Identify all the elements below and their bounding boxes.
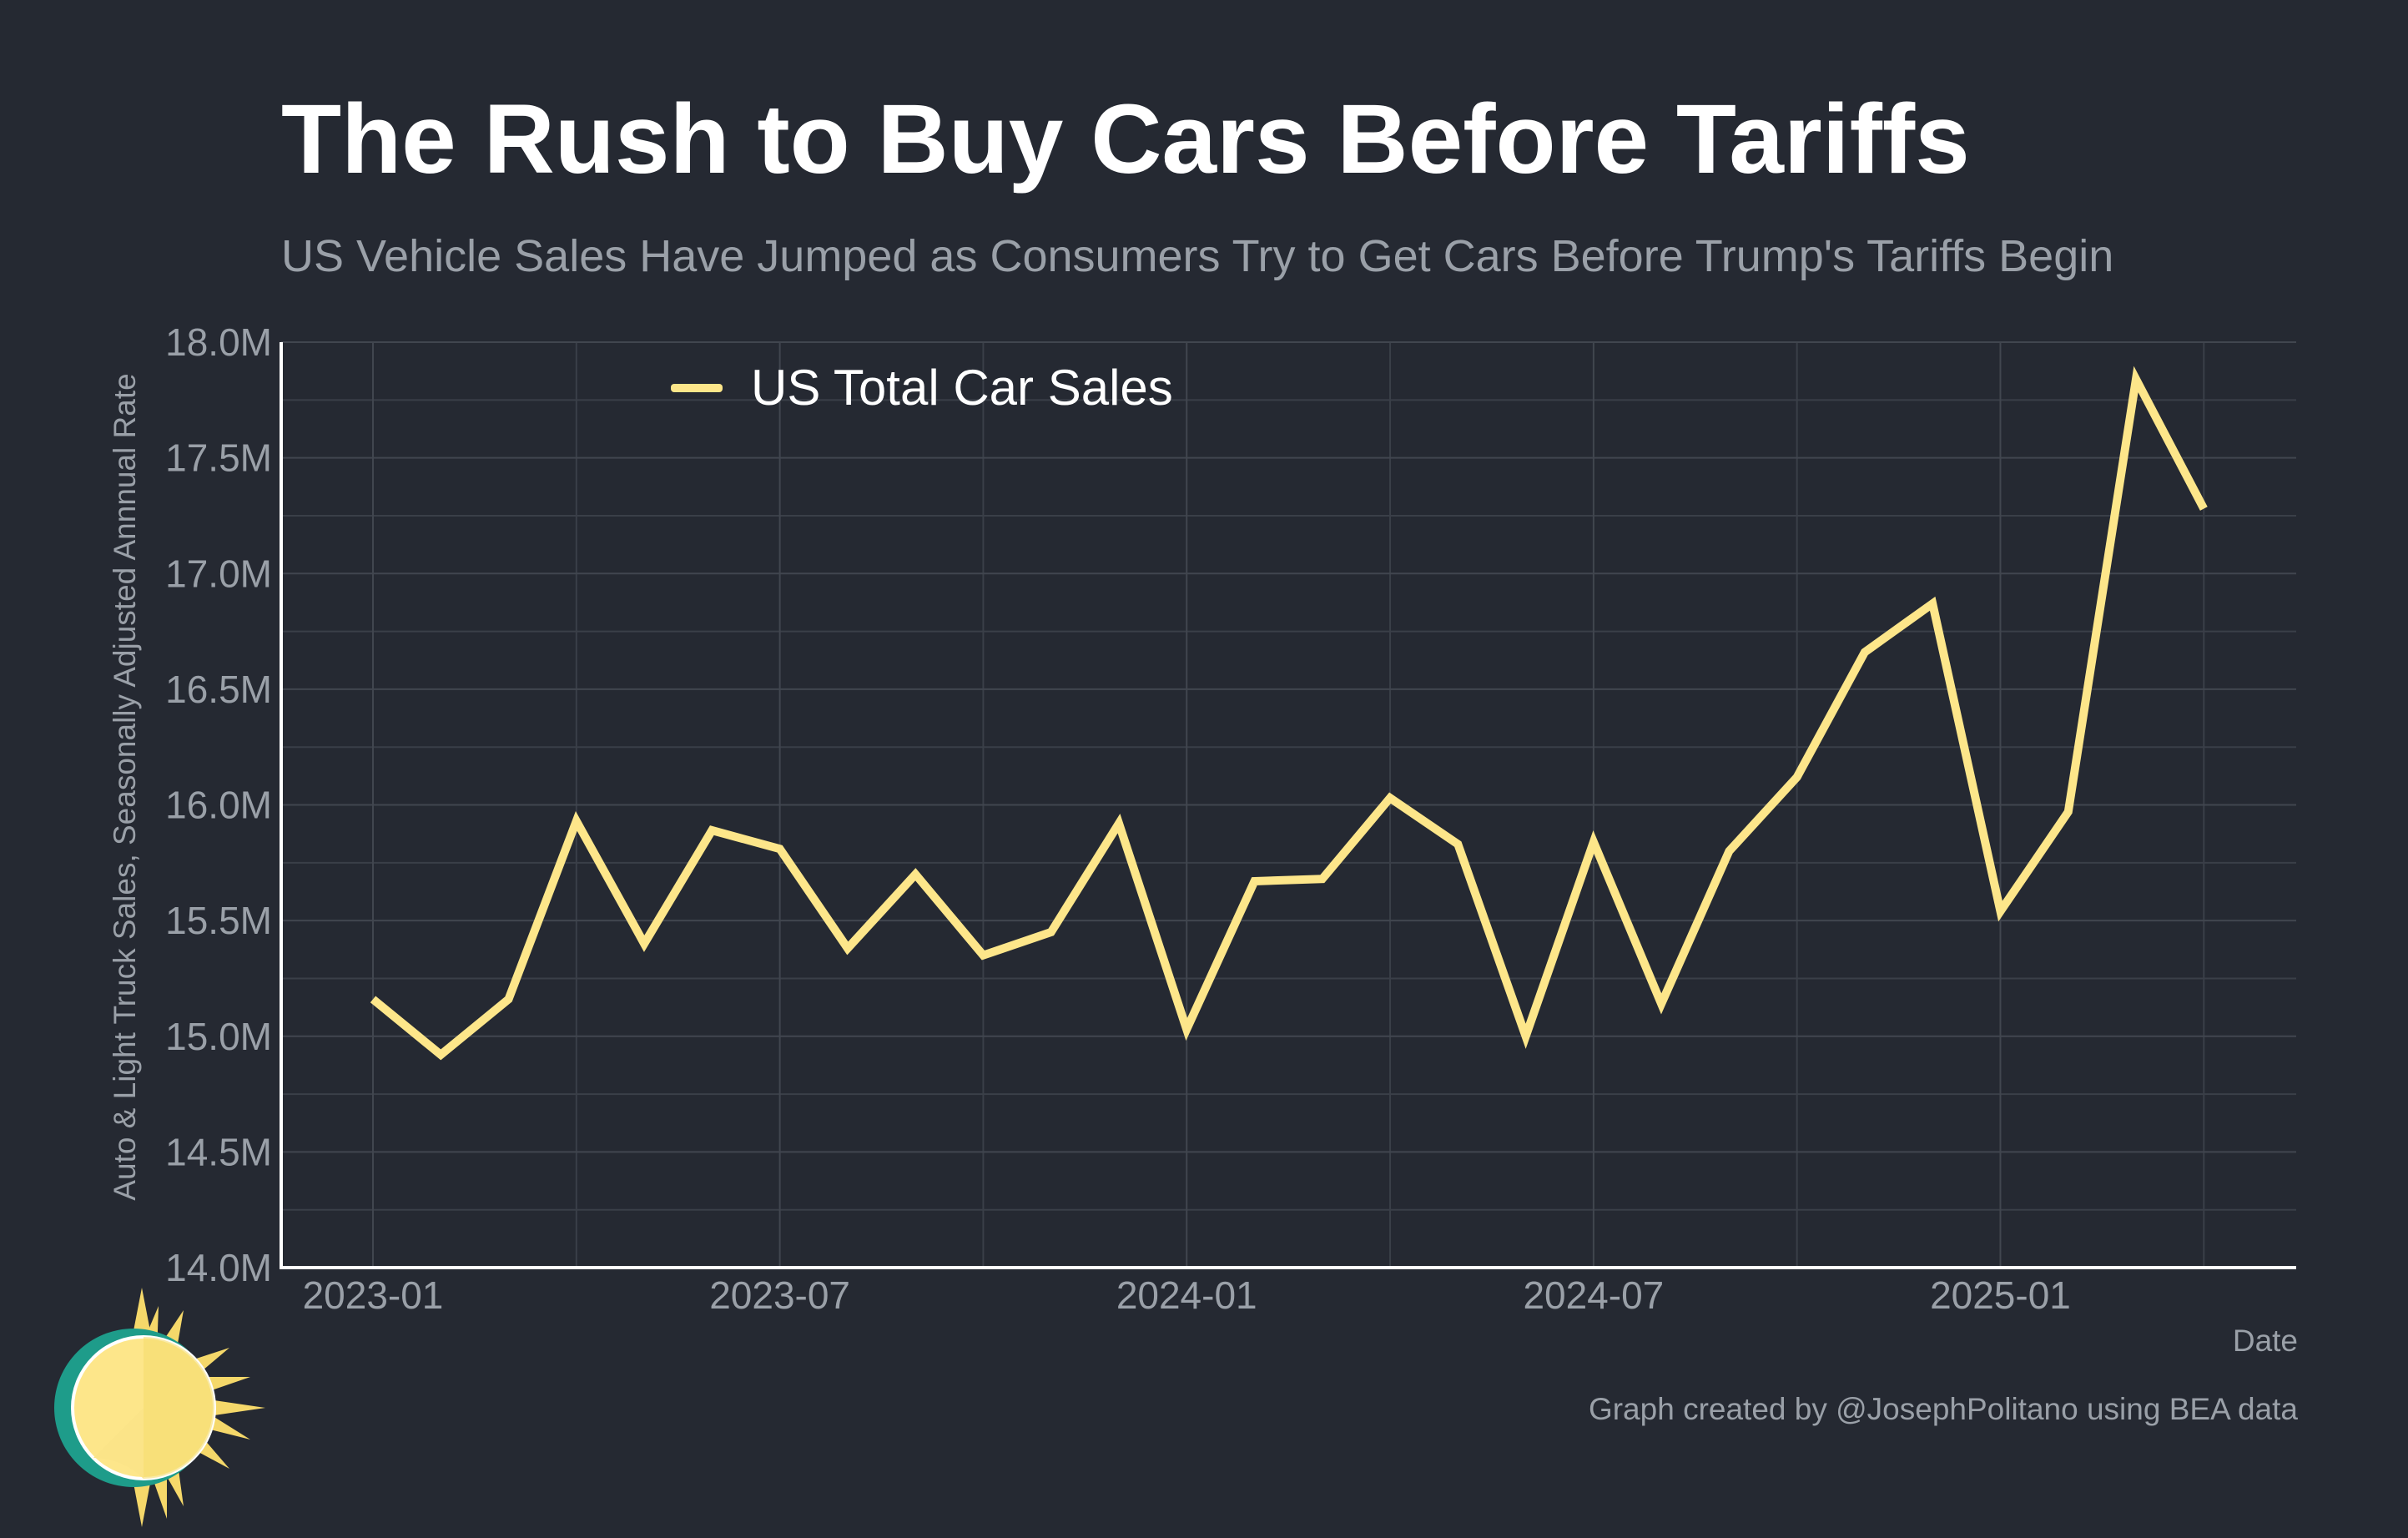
legend-swatch <box>671 383 723 392</box>
y-tick-label: 15.0M <box>165 1015 272 1058</box>
legend: US Total Car Sales <box>671 359 1173 416</box>
y-tick-label: 15.5M <box>165 899 272 942</box>
y-tick-label: 16.0M <box>165 784 272 827</box>
y-tick-label: 18.0M <box>165 320 272 364</box>
source-credit: Graph created by @JosephPolitano using B… <box>1588 1392 2298 1426</box>
y-tick-label: 14.5M <box>165 1130 272 1173</box>
y-tick-label: 17.5M <box>165 436 272 480</box>
chart-title: The Rush to Buy Cars Before Tariffs <box>281 84 1970 194</box>
series-line-us-total-car-sales <box>370 366 2208 1061</box>
x-tick-label: 2023-07 <box>709 1273 850 1317</box>
y-tick-label: 17.0M <box>165 552 272 595</box>
y-axis-label: Auto & Light Truck Sales, Seasonally Adj… <box>108 373 142 1201</box>
legend-label: US Total Car Sales <box>751 360 1173 416</box>
x-axis-label: Date <box>2232 1324 2298 1358</box>
x-tick-label: 2025-01 <box>1930 1273 2071 1317</box>
chart-subtitle: US Vehicle Sales Have Jumped as Consumer… <box>281 231 2114 281</box>
y-tick-label: 16.5M <box>165 668 272 711</box>
sun-logo-icon <box>54 1288 265 1527</box>
x-tick-label: 2023-01 <box>303 1273 444 1317</box>
x-tick-label: 2024-01 <box>1116 1273 1257 1317</box>
y-tick-label: 14.0M <box>165 1246 272 1289</box>
x-tick-label: 2024-07 <box>1523 1273 1664 1317</box>
